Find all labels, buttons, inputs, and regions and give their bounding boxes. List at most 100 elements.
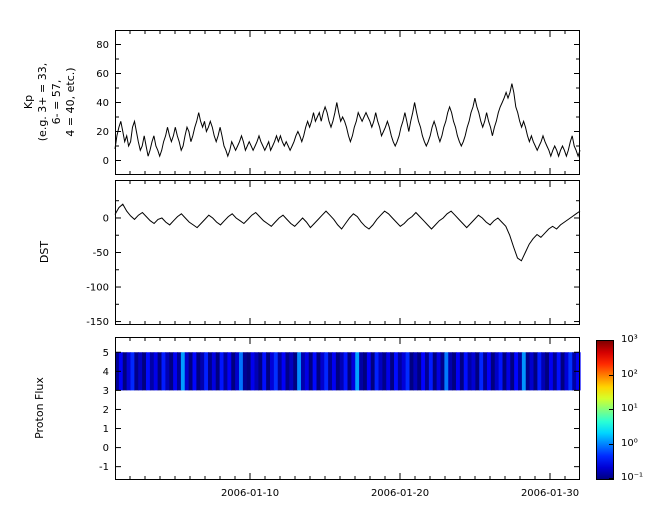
heatmap-column [549,352,554,391]
heatmap-column [270,352,275,391]
heatmap-column [165,352,170,391]
heatmap-column [239,352,244,391]
heatmap-column [304,352,310,391]
heatmap-column [347,352,352,391]
heatmap-column [126,352,132,391]
heatmap-column [184,352,190,391]
y-tick-label: 4 [103,367,109,378]
heatmap-column [312,352,318,391]
heatmap-column [514,352,519,391]
heatmap-column [157,352,163,391]
heatmap-column [320,352,325,391]
heatmap-column [440,352,445,391]
heatmap-column [134,352,139,391]
heatmap-column [533,352,538,391]
heatmap-column [382,352,387,391]
heatmap-column [219,352,225,391]
y-tick-label: -50 [93,248,109,259]
heatmap-column [374,352,380,391]
colorbar-tick-mark [609,478,613,479]
x-tick-label: 2006-01-30 [521,488,579,499]
heatmap-column [332,352,337,391]
y-tick-label: 0 [103,156,109,167]
heatmap-column [518,352,523,391]
heatmap-column [211,352,217,391]
heatmap-column [324,352,329,391]
heatmap-column [428,352,434,391]
heatmap-column [335,352,341,391]
heatmap-column [564,352,569,391]
heatmap-column [293,352,298,391]
heatmap-column [436,352,442,391]
y-tick-label: -100 [86,283,109,294]
heatmap-column [483,352,488,391]
colorbar-tick-label: 10⁻¹ [621,472,644,483]
heatmap-column [343,352,349,391]
dst-plot: 0 -50 -100 -150 [86,180,581,328]
heatmap-column [405,352,411,391]
y-tick-label: 1 [103,424,109,435]
heatmap-column [339,352,345,391]
heatmap-column [328,352,333,391]
y-tick-label: 40 [96,98,109,109]
y-tick-label: 0 [103,443,109,454]
heatmap-column [262,352,267,391]
y-tick-label: 3 [103,386,109,397]
heatmap-column [545,352,550,391]
heatmap-column [397,352,403,391]
heatmap-column [177,352,182,391]
y-tick-label: -150 [86,317,109,328]
heatmap-column [459,352,465,391]
kp-panel: 0 20 40 60 80 [96,30,581,175]
heatmap-column [161,352,166,391]
colorbar-tick-label: 10⁰ [621,437,638,449]
heatmap-column [351,352,356,391]
heatmap-column [208,352,213,391]
colorbar-tick-label: 10² [621,368,638,380]
heatmap-column [142,352,147,391]
axes-frame [115,180,580,325]
heatmap-column [289,352,294,391]
heatmap-column [448,352,453,391]
heatmap-column [122,352,128,391]
y-tick-label: 80 [96,40,109,51]
heatmap-column [475,352,480,391]
heatmap-column [417,352,422,391]
heatmap-column [223,352,228,391]
heatmap-column [386,352,391,391]
y-tick-label: 0 [103,213,109,224]
heatmap-column [498,352,504,391]
heatmap-column [401,352,407,391]
heatmap-column [525,352,531,391]
colorbar-tick-mark [609,443,613,445]
heatmap-column [378,352,383,391]
colorbar-tick-label: 10³ [621,334,638,345]
heatmap-column [215,352,221,391]
heatmap-column [432,352,438,391]
heatmap-column [479,352,484,391]
y-tick-label: 20 [96,127,109,138]
heatmap-column [370,352,376,391]
kp-axis-label: Kp (e.g. 3+ = 33, 6- = 57, 4 = 40, etc.) [22,62,77,142]
colorbar-tick-mark [609,340,613,341]
heatmap-column [425,352,430,391]
axes-frame [115,337,580,480]
heatmap-column [521,352,527,391]
colorbar [596,340,614,480]
heatmap-column [463,352,469,391]
heatmap-column [308,352,314,391]
heatmap-column [235,352,240,391]
heatmap-column [316,352,321,391]
heatmap-column [359,352,364,391]
heatmap-column [506,352,511,391]
heatmap-column [502,352,507,391]
proton-flux-axis-label: Proton Flux [33,377,46,439]
heatmap-column [246,352,252,391]
heatmap-column [273,352,279,391]
dst-axis-label: DST [38,240,51,264]
heatmap-column [204,352,209,391]
colorbar-tick-label: 10¹ [621,403,638,414]
heatmap-column [146,352,151,391]
dst-index-line [114,203,581,262]
heatmap-column [456,352,461,391]
